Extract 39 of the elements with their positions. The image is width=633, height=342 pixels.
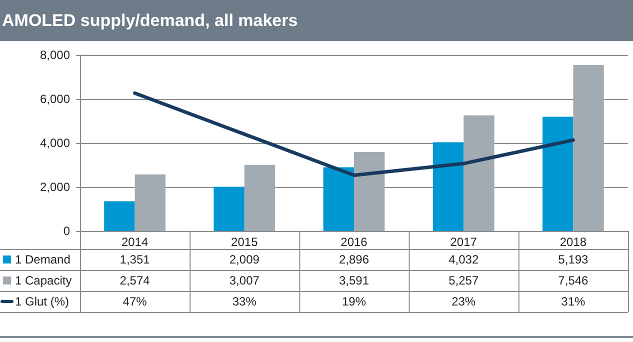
chart-title: AMOLED supply/demand, all makers (2, 10, 298, 32)
bar (354, 152, 385, 231)
bar (542, 116, 574, 231)
bar (134, 174, 166, 231)
data-label: 5,193 (558, 252, 589, 266)
bar (464, 115, 494, 231)
data-label: 3,591 (338, 274, 370, 288)
x-tick-label: 2017 (450, 235, 478, 249)
legend-label: 1 Glut (%) (15, 294, 70, 308)
data-label: 1,351 (120, 252, 150, 266)
bar (573, 64, 604, 231)
data-label: 19% (342, 294, 366, 308)
data-label: 47% (122, 294, 148, 308)
data-label: 2,009 (229, 252, 260, 266)
y-tick-label: 6,000 (40, 92, 70, 106)
x-tick-label: 2018 (560, 235, 587, 249)
data-label: 2,574 (120, 274, 150, 288)
data-label: 33% (232, 294, 257, 308)
data-label: 31% (561, 294, 586, 308)
bar (214, 186, 244, 231)
bar (104, 201, 135, 231)
bar (323, 167, 354, 231)
data-label: 4,032 (448, 252, 479, 266)
data-label: 5,257 (448, 274, 479, 288)
data-label: 7,546 (558, 274, 589, 288)
legend-label: 1 Capacity (15, 274, 72, 288)
x-tick-label: 2015 (231, 235, 258, 249)
y-tick-label: 8,000 (40, 48, 70, 62)
legend-label: 1 Demand (15, 252, 70, 266)
x-tick-label: 2014 (121, 235, 148, 249)
data-label: 2,896 (338, 252, 370, 266)
bar (244, 164, 276, 231)
y-tick-label: 2,000 (40, 180, 70, 194)
data-label: 3,007 (229, 274, 260, 288)
y-tick-label: 0 (63, 224, 70, 238)
x-tick-label: 2016 (340, 235, 368, 249)
data-label: 23% (452, 294, 476, 308)
y-tick-label: 4,000 (40, 136, 70, 150)
bar (432, 142, 464, 231)
